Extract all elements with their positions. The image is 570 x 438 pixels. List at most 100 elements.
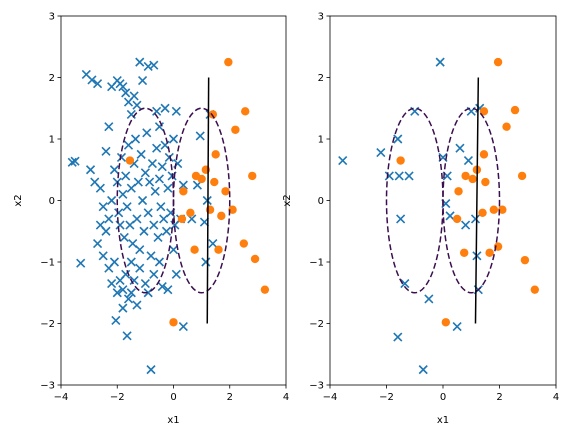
right-y-tick-label-2: −1 [309,258,324,269]
right-class0-point-1 [376,147,386,158]
left-class0-point-50 [135,245,145,255]
right-class1-point-20 [459,248,469,257]
left-class0-point-95 [149,269,159,279]
right-class1-point-1 [441,318,451,327]
right-y-axis-label: x2 [282,194,293,206]
right-y-tick-label-5: 2 [318,73,324,84]
right-class0-point-2 [384,171,394,181]
left-class0-point-102 [118,303,128,313]
right-class1-point-18 [520,255,530,265]
left-class0-point-33 [109,165,120,175]
left-class0-point-70 [163,183,173,193]
left-x-tick-label-1: −2 [110,392,125,403]
left-class0-point-109 [195,131,205,141]
right-ticks: −4 −2 0 2 4 −3 −2 −1 0 1 2 3 [309,12,559,404]
right-class1-point-0 [396,156,405,165]
left-class0-point-61 [150,186,160,196]
left-class1-point-10 [210,177,219,187]
left-class0-point-97 [157,282,167,292]
right-y-tick-label-6: 3 [318,12,324,23]
left-class0-point-1 [70,156,80,166]
right-class0-point-20 [463,155,473,166]
left-gaussian-contour-0 [116,107,175,294]
left-y-axis-label: x2 [13,194,24,206]
right-class0-point-9 [400,278,410,289]
left-y-tick-label-5: 2 [49,73,55,84]
left-class1-point-12 [217,211,226,221]
right-class1-point-3 [454,187,463,196]
left-class0-point-79 [92,238,103,249]
right-class1-point-17 [517,171,527,181]
left-class0-point-100 [171,269,181,279]
left-class0-point-83 [109,257,120,267]
left-class0-point-63 [153,232,163,242]
right-class0-point-8 [393,332,403,342]
left-class0-point-41 [122,202,132,212]
left-class0-point-30 [101,226,111,236]
right-gaussian-contour-1 [442,107,501,294]
left-data-layer [67,57,270,375]
left-y-tick-label-6: 3 [49,12,55,23]
left-class0-point-62 [152,143,162,153]
left-class0-point-99 [168,245,179,255]
left-class0-point-86 [118,285,128,295]
left-class1-point-21 [260,285,270,294]
left-class0-point-2 [76,258,86,268]
right-x-tick-label-0: −4 [323,392,338,403]
left-class1-point-11 [214,245,223,254]
left-class0-point-31 [104,214,114,224]
left-class1-point-15 [228,205,237,214]
left-class0-point-114 [208,238,218,249]
right-data-layer [338,57,540,375]
left-decision-boundary [206,77,210,324]
right-class1-point-19 [530,285,540,294]
left-class0-point-89 [126,257,136,267]
right-x-tick-label-3: 2 [496,392,502,403]
right-class1-point-12 [493,57,503,67]
left-gaussian-contour-1 [172,107,231,294]
left-class0-point-56 [143,208,153,218]
left-class0-point-71 [164,152,174,163]
right-class1-point-9 [481,177,490,187]
left-class0-point-5 [85,165,96,175]
left-class0-point-35 [114,208,124,218]
left-class0-point-23 [143,61,153,71]
left-class0-point-8 [95,183,105,193]
right-class0-point-16 [445,211,455,221]
right-class0-point-19 [461,220,471,230]
left-class0-point-57 [145,177,155,187]
left-class0-point-96 [154,257,165,267]
right-class0-point-3 [393,134,403,144]
left-class1-point-1 [169,318,178,327]
left-y-tick-label-2: −1 [40,258,55,269]
left-class0-point-48 [132,214,142,224]
left-class1-point-0 [125,156,135,165]
left-class0-point-104 [126,288,136,298]
left-class0-point-25 [152,106,162,116]
right-class0-point-6 [404,171,414,181]
left-x-tick-label-4: 4 [283,392,289,403]
right-class1-point-5 [468,174,477,184]
subplot-left: −4 −2 0 2 4 −3 −2 −1 0 1 2 3 x1 x2 [13,12,289,427]
right-class1-point-10 [485,248,494,257]
left-class0-point-78 [178,180,188,190]
left-class1-point-13 [221,187,230,196]
left-class0-point-60 [149,220,159,230]
left-class0-point-36 [115,220,125,230]
left-class0-point-66 [157,162,167,172]
left-class0-point-92 [135,263,145,273]
left-class1-point-23 [190,245,199,254]
left-class0-point-93 [140,278,150,289]
left-class1-point-16 [231,125,240,134]
subplot-right: −4 −2 0 2 4 −3 −2 −1 0 1 2 3 x1 x2 [282,12,559,427]
left-class0-point-87 [121,269,131,279]
left-class1-point-3 [179,187,188,196]
left-class0-point-37 [116,152,127,163]
left-class0-point-103 [122,331,132,341]
right-class1-point-8 [479,107,489,116]
left-class0-point-111 [201,257,211,267]
left-x-tick-label-0: −4 [54,392,69,403]
left-ticks: −4 −2 0 2 4 −3 −2 −1 0 1 2 3 [40,12,289,404]
left-class1-point-9 [208,110,218,119]
